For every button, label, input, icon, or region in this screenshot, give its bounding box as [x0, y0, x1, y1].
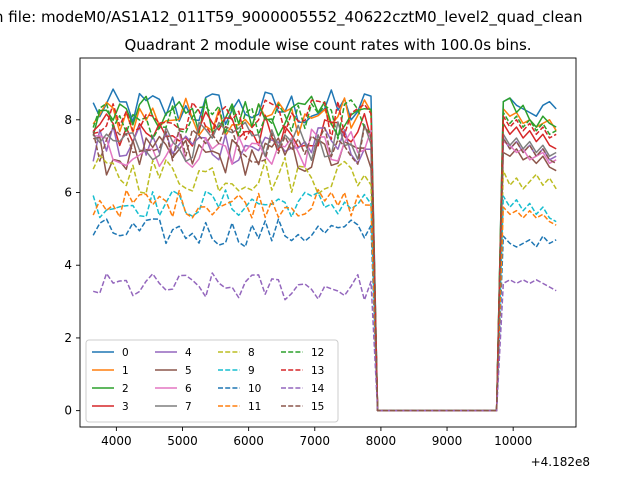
series-line-8: [92, 154, 557, 412]
legend-box: [85, 339, 339, 423]
figure-suptitle: n file: modeM0/AS1A12_011T59_9000005552_…: [0, 8, 583, 27]
legend-label-15: 15: [311, 401, 324, 413]
y-tick-label: 4: [64, 258, 72, 272]
x-tick-label: 10000: [494, 434, 532, 448]
legend-label-1: 1: [122, 365, 129, 377]
legend-label-5: 5: [185, 365, 192, 377]
legend-label-8: 8: [248, 347, 255, 359]
axes-frame: [79, 57, 577, 428]
legend-label-0: 0: [122, 347, 129, 359]
y-tick-label: 8: [64, 113, 72, 127]
series-line-13: [93, 99, 557, 412]
legend-label-4: 4: [185, 347, 192, 359]
legend-label-9: 9: [248, 365, 255, 377]
y-tick-label: 0: [64, 404, 72, 418]
legend-label-12: 12: [311, 347, 324, 359]
y-tick-label: 6: [64, 186, 72, 200]
x-tick-label: 8000: [366, 434, 397, 448]
legend-label-3: 3: [122, 401, 129, 413]
series-line-15: [92, 125, 557, 412]
x-tick-label: 5000: [167, 434, 198, 448]
x-tick-label: 4000: [101, 434, 132, 448]
legend-label-10: 10: [248, 383, 261, 395]
legend-label-14: 14: [311, 383, 325, 395]
legend-label-2: 2: [122, 383, 129, 395]
plot-area: 4000 5000 6000 7000 8000 9000 1000002468012345…: [64, 57, 577, 448]
y-tick-label: 2: [64, 331, 72, 345]
legend-label-6: 6: [185, 383, 192, 395]
chart-title: Quadrant 2 module wise count rates with …: [124, 36, 531, 54]
legend-label-11: 11: [248, 401, 261, 413]
legend-label-13: 13: [311, 365, 324, 377]
x-tick-label: 6000: [233, 434, 264, 448]
series-line-9: [92, 189, 557, 412]
x-tick-label: 9000: [432, 434, 463, 448]
x-offset-label: +4.182e8: [531, 455, 590, 469]
legend-label-7: 7: [185, 401, 192, 413]
x-tick-label: 7000: [299, 434, 330, 448]
